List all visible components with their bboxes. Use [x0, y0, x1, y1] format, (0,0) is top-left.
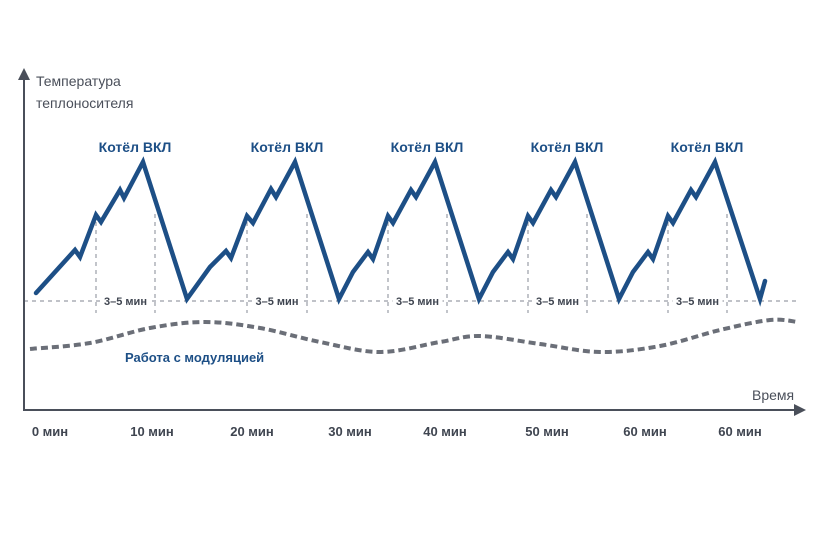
x-tick-label: 0 мин: [32, 424, 68, 439]
boiler-on-label: Котёл ВКЛ: [531, 139, 604, 155]
x-tick-label: 20 мин: [230, 424, 274, 439]
interval-guides: [95, 214, 728, 313]
interval-label: 3–5 мин: [396, 296, 439, 308]
boiler-on-label: Котёл ВКЛ: [671, 139, 744, 155]
modulation-label: Работа с модуляцией: [125, 350, 264, 365]
boiler-on-label: Котёл ВКЛ: [391, 139, 464, 155]
interval-label: 3–5 мин: [676, 296, 719, 308]
interval-label: 3–5 мин: [536, 296, 579, 308]
x-tick-label: 60 мин: [623, 424, 667, 439]
modulation-line: [29, 317, 799, 355]
y-axis-title-line1: Температура: [36, 73, 121, 89]
boiler-on-label: Котёл ВКЛ: [251, 139, 324, 155]
interval-labels: 3–5 мин 3–5 мин 3–5 мин 3–5 мин 3–5 мин: [100, 293, 723, 308]
boiler-on-labels: Котёл ВКЛ Котёл ВКЛ Котёл ВКЛ Котёл ВКЛ Котё…: [99, 139, 744, 155]
interval-label: 3–5 мин: [256, 296, 299, 308]
y-axis-title-line2: теплоносителя: [36, 95, 133, 111]
x-tick-label: 50 мин: [525, 424, 569, 439]
x-axis-title: Время: [752, 387, 794, 403]
boiler-on-label: Котёл ВКЛ: [99, 139, 172, 155]
x-tick-label: 10 мин: [130, 424, 174, 439]
x-tick-label: 30 мин: [328, 424, 372, 439]
x-tick-label: 60 мин: [718, 424, 762, 439]
interval-label: 3–5 мин: [104, 296, 147, 308]
x-tick-label: 40 мин: [423, 424, 467, 439]
boiler-cycling-line: [33, 156, 768, 307]
x-tick-labels: 0 мин 10 мин 20 мин 30 мин 40 мин 50 мин 60 ми…: [32, 424, 762, 439]
